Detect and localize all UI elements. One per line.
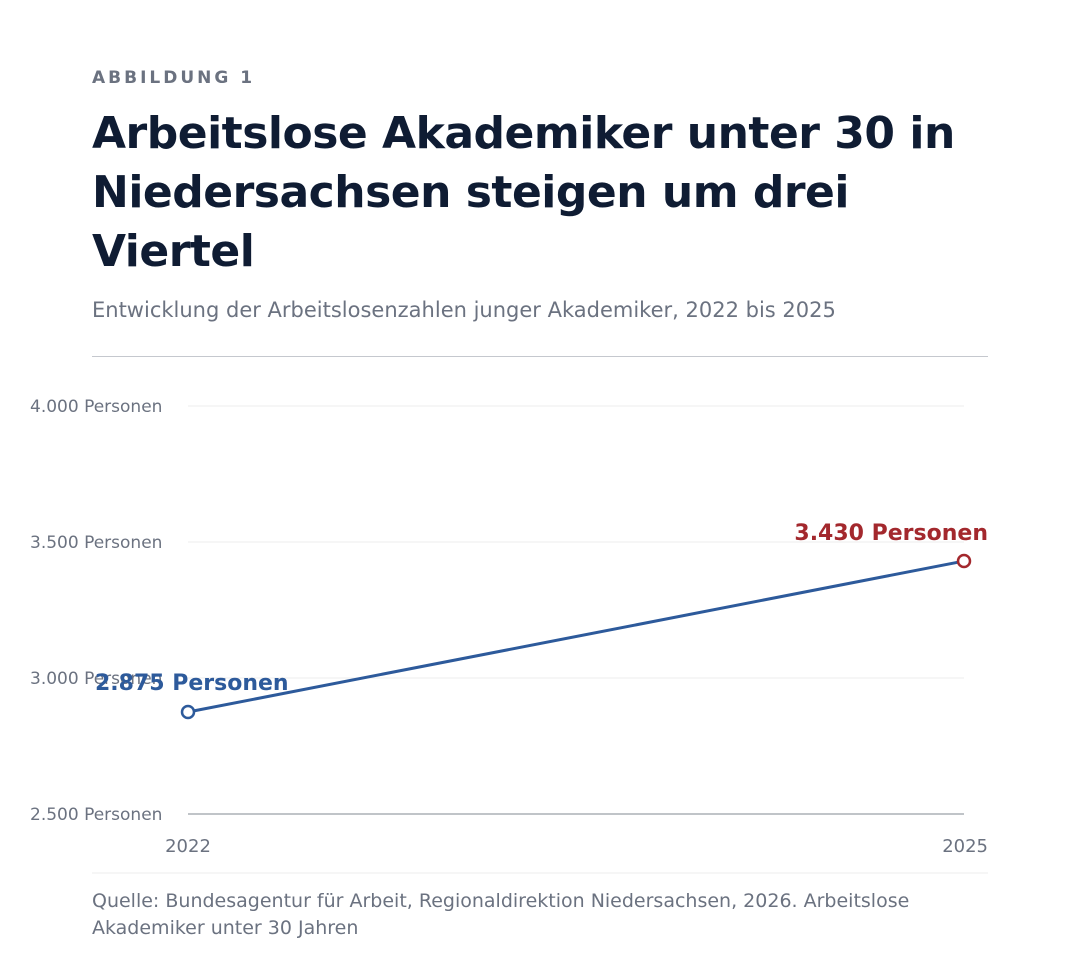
y-tick-label: 2.500 Personen (30, 805, 162, 825)
x-tick-label: 2022 (165, 836, 211, 857)
chart-subtitle: Entwicklung der Arbeitslosenzahlen junge… (92, 298, 836, 322)
start-point-marker (180, 704, 196, 720)
chart-title: Arbeitslose Akademiker unter 30 in Niede… (92, 108, 955, 277)
y-tick-label: 3.500 Personen (30, 533, 162, 553)
y-tick-label: 3.000 Personen (30, 669, 162, 689)
end-point-marker (956, 553, 972, 569)
x-tick-label: 2025 (942, 836, 988, 857)
title-divider (92, 356, 988, 357)
series-line (186, 559, 966, 714)
figure-kicker: ABBILDUNG 1 (92, 68, 256, 88)
end-value-label: 3.430 Personen (794, 521, 988, 546)
line-chart: 2.500 Personen 3.000 Personen 3.500 Person… (30, 397, 988, 874)
start-value-label: 2.875 Personen (95, 671, 289, 696)
y-tick-label: 4.000 Personen (30, 397, 162, 417)
source-note: Quelle: Bundesagentur für Arbeit, Region… (92, 890, 910, 939)
